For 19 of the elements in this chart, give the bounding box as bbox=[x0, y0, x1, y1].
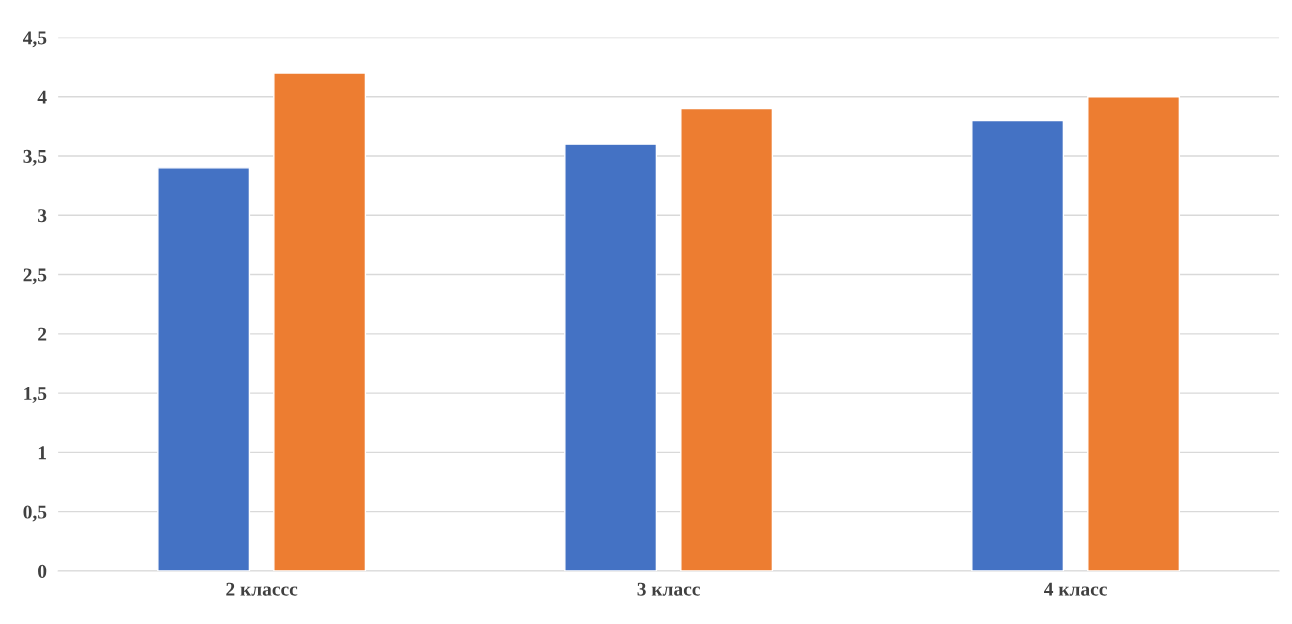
bar bbox=[564, 143, 658, 571]
y-tick-label: 2 bbox=[38, 327, 47, 341]
bar bbox=[680, 107, 774, 571]
y-tick-label: 0 bbox=[38, 564, 47, 578]
bar bbox=[1087, 96, 1181, 571]
x-tick-label: 2 классс bbox=[226, 582, 298, 596]
y-tick-label: 2,5 bbox=[23, 268, 47, 285]
y-tick-label: 1,5 bbox=[24, 387, 47, 403]
bar bbox=[273, 72, 367, 571]
y-tick-label: 4 bbox=[37, 90, 47, 104]
x-tick-label: 4 класс bbox=[1044, 582, 1107, 596]
bar bbox=[157, 167, 251, 571]
x-tick-label: 3 класс bbox=[637, 582, 700, 596]
bar bbox=[971, 119, 1065, 571]
y-tick-label: 0,5 bbox=[23, 505, 47, 522]
y-tick-label: 4,5 bbox=[22, 31, 47, 48]
y-tick-label: 3 bbox=[38, 209, 47, 223]
y-tick-label: 3,5 bbox=[23, 149, 47, 166]
y-tick-label: 1 bbox=[38, 446, 47, 460]
